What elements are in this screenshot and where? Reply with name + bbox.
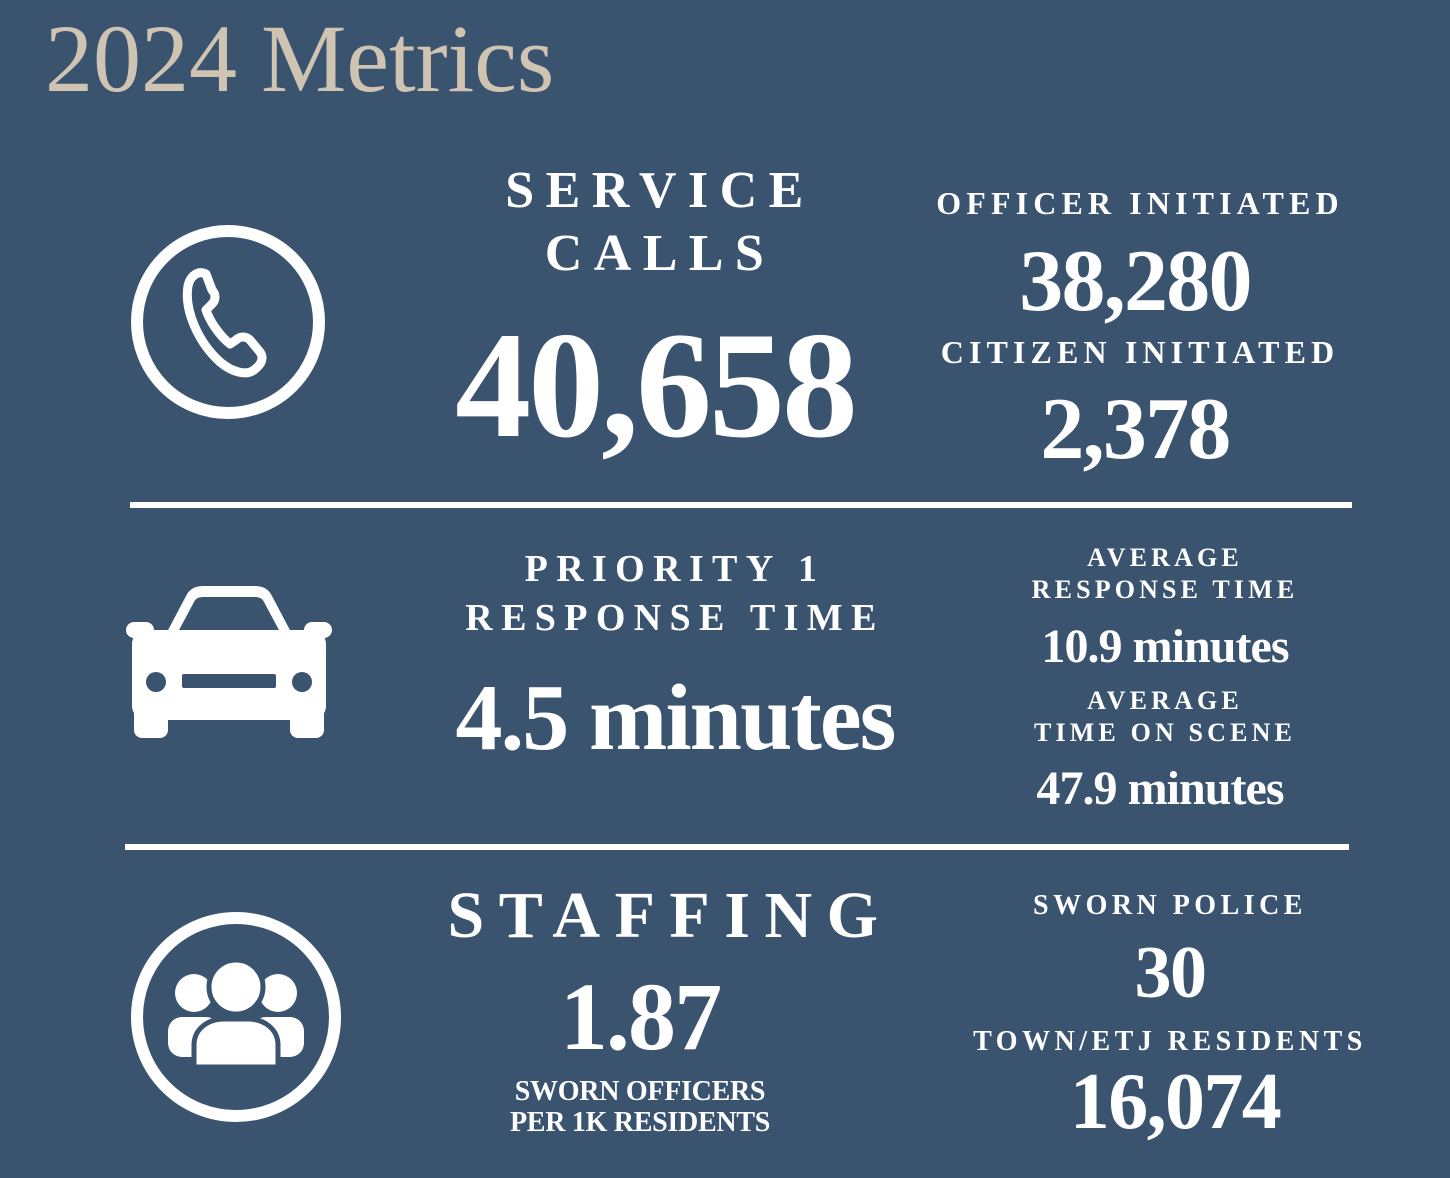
priority-response-value: 4.5 minutes: [455, 666, 897, 770]
service-calls-total: 40,658: [455, 301, 858, 469]
page-title: 2024 Metrics: [45, 5, 555, 112]
staffing-heading: STAFFING: [447, 879, 893, 952]
priority-heading-1: PRIORITY 1: [524, 548, 826, 590]
group-icon: [128, 909, 344, 1125]
sworn-police-value: 30: [1134, 932, 1207, 1014]
divider-2: [125, 844, 1349, 850]
residents-value: 16,074: [1069, 1058, 1282, 1146]
officer-initiated-value: 38,280: [1019, 233, 1252, 330]
avg-response-value: 10.9 minutes: [1041, 620, 1289, 673]
priority-heading-2: RESPONSE TIME: [465, 597, 885, 639]
phone-icon: [128, 222, 328, 422]
citizen-initiated-value: 2,378: [1040, 381, 1231, 478]
avg-scene-value: 47.9 minutes: [1036, 762, 1284, 815]
citizen-initiated-label: CITIZEN INITIATED: [940, 334, 1340, 370]
service-calls-heading-2: CALLS: [544, 225, 776, 282]
staffing-caption-2: PER 1K RESIDENTS: [509, 1107, 771, 1138]
avg-scene-label-1: AVERAGE: [1087, 686, 1243, 715]
sworn-police-label: SWORN POLICE: [1033, 890, 1307, 921]
car-icon: [126, 582, 332, 742]
staffing-ratio-value: 1.87: [559, 963, 722, 1070]
avg-response-label-1: AVERAGE: [1087, 543, 1243, 572]
staffing-caption-1: SWORN OFFICERS: [514, 1076, 766, 1107]
avg-response-label-2: RESPONSE TIME: [1031, 575, 1299, 604]
service-calls-heading-1: SERVICE: [505, 162, 815, 219]
residents-label: TOWN/ETJ RESIDENTS: [973, 1026, 1367, 1057]
avg-scene-label-2: TIME ON SCENE: [1033, 718, 1297, 747]
divider-1: [130, 502, 1352, 508]
officer-initiated-label: OFFICER INITIATED: [936, 185, 1344, 221]
